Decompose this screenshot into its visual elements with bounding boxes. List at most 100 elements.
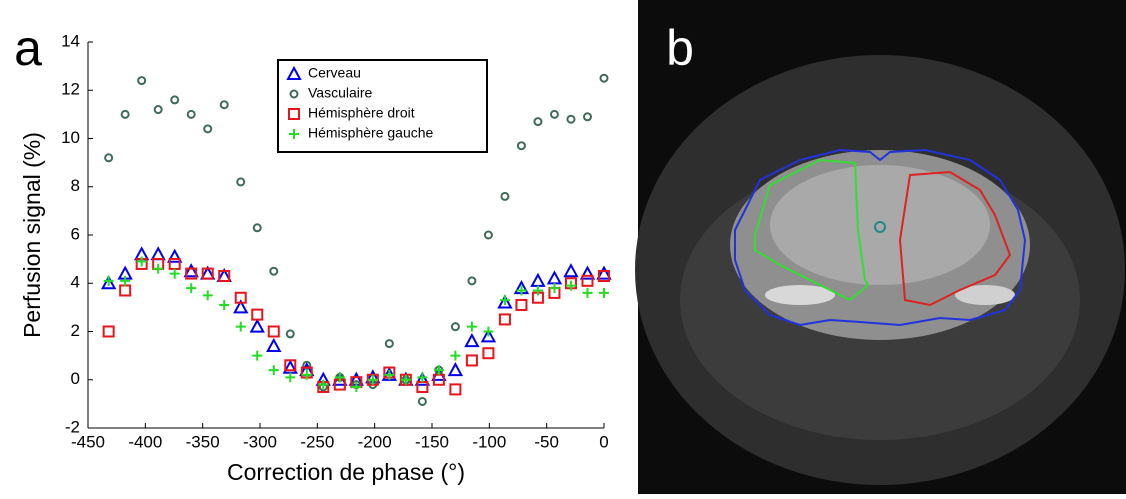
marker-plus <box>599 287 609 298</box>
y-tick-label: 8 <box>71 176 80 195</box>
marker-triangle <box>546 270 563 285</box>
marker-plus <box>549 283 560 294</box>
marker-circle <box>516 141 526 151</box>
marker-circle <box>137 76 147 86</box>
marker-circle <box>236 177 246 187</box>
marker-plus <box>186 283 197 294</box>
legend-box <box>277 59 488 153</box>
marker-circle <box>549 109 559 119</box>
y-tick-label: 2 <box>71 321 80 340</box>
marker-plus <box>450 350 461 361</box>
roi-right <box>898 170 1012 307</box>
marker-plus <box>169 268 180 279</box>
marker-plus <box>235 321 246 332</box>
marker-circle <box>104 153 114 163</box>
marker-square <box>185 267 198 280</box>
marker-plus <box>384 369 395 380</box>
marker-plus <box>202 290 213 301</box>
marker-plus <box>301 369 312 380</box>
legend-label: Hémisphère gauche <box>308 125 434 141</box>
marker-plus <box>565 280 576 291</box>
marker-plus <box>532 285 543 296</box>
marker-triangle <box>480 328 497 343</box>
marker-triangle <box>100 275 117 290</box>
x-tick-label: 0 <box>599 432 608 451</box>
legend-marker <box>288 108 300 120</box>
x-tick-label: -350 <box>186 432 220 451</box>
marker-circle <box>483 230 493 240</box>
marker-triangle <box>266 337 282 352</box>
marker-circle <box>467 276 477 286</box>
marker-triangle <box>447 362 464 377</box>
marker-circle <box>302 360 312 370</box>
marker-square <box>234 291 247 304</box>
y-tick-label: 10 <box>61 128 80 147</box>
legend-marker <box>289 129 299 139</box>
mri-image: b <box>635 0 1126 494</box>
marker-plus <box>516 285 527 296</box>
marker-square <box>201 267 214 280</box>
marker-circle <box>252 223 262 233</box>
legend-label: Vasculaire <box>308 85 373 101</box>
x-tick-label: -150 <box>415 432 449 451</box>
marker-plus <box>433 365 444 376</box>
marker-square <box>465 354 478 367</box>
marker-plus <box>136 256 147 267</box>
x-tick-label: -450 <box>71 432 105 451</box>
marker-plus <box>582 287 593 298</box>
marker-triangle <box>579 265 596 280</box>
marker-triangle <box>596 265 612 280</box>
marker-square <box>416 380 429 393</box>
marker-square <box>168 257 181 270</box>
marker-plus <box>153 263 164 274</box>
marker-plus <box>483 326 494 337</box>
x-tick-label: -250 <box>300 432 334 451</box>
x-tick-label: -200 <box>358 432 392 451</box>
marker-plus <box>252 350 263 361</box>
marker-circle <box>582 112 592 122</box>
marker-triangle <box>414 371 431 386</box>
marker-plus <box>318 379 329 390</box>
marker-square <box>218 270 231 283</box>
bright-rim <box>765 285 835 305</box>
marker-square <box>284 359 297 372</box>
marker-circle <box>285 329 295 339</box>
marker-plus <box>499 295 510 306</box>
marker-plus <box>285 372 296 383</box>
marker-triangle <box>183 263 199 278</box>
marker-plus <box>351 381 362 392</box>
chart: -2 0 2 4 6 8 10 12 14 -450 -400 -350 -300 -250 -200 -15… <box>19 31 612 485</box>
marker-plus <box>219 299 230 310</box>
y-axis-title: Perfusion signal (%) <box>19 132 45 338</box>
bright-rim <box>955 285 1015 305</box>
marker-square <box>581 274 594 287</box>
legend-marker <box>289 89 299 99</box>
marker-square <box>267 325 280 338</box>
x-axis-title: Correction de phase (°) <box>227 459 465 485</box>
marker-plus <box>367 374 378 385</box>
x-tick-label: -100 <box>472 432 506 451</box>
marker-circle <box>417 396 427 406</box>
marker-triangle <box>167 248 183 263</box>
marker-plus <box>334 372 345 383</box>
brain-core <box>770 165 990 285</box>
marker-circle <box>500 191 510 201</box>
marker-triangle <box>497 294 513 309</box>
marker-circle <box>269 266 279 276</box>
y-tick-label: 12 <box>61 80 80 99</box>
marker-square <box>482 347 495 360</box>
marker-triangle <box>530 272 546 287</box>
marker-triangle <box>464 333 480 348</box>
panel-label: a <box>14 20 42 76</box>
marker-circle <box>120 109 130 119</box>
marker-circle <box>384 339 394 349</box>
marker-square <box>102 325 115 338</box>
marker-circle <box>153 105 163 115</box>
marker-square <box>251 308 264 321</box>
marker-circle <box>599 73 609 83</box>
marker-circle <box>170 95 180 105</box>
marker-square <box>119 284 132 297</box>
marker-circle <box>203 124 213 134</box>
y-tick-label: 6 <box>71 224 80 243</box>
